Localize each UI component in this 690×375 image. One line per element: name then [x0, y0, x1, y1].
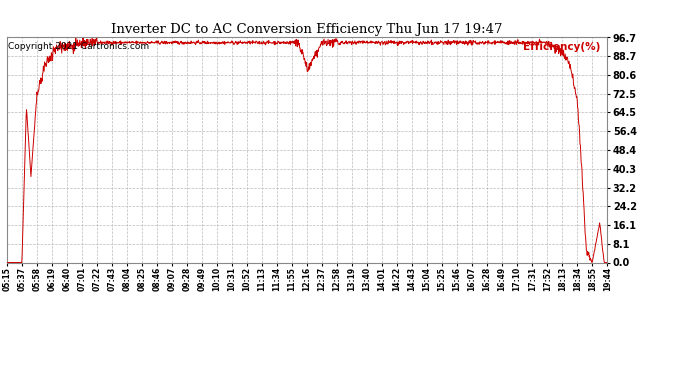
Title: Inverter DC to AC Conversion Efficiency Thu Jun 17 19:47: Inverter DC to AC Conversion Efficiency … — [111, 23, 503, 36]
Text: Efficiency(%): Efficiency(%) — [522, 42, 600, 52]
Text: Copyright 2021 Cartronics.com: Copyright 2021 Cartronics.com — [8, 42, 149, 51]
